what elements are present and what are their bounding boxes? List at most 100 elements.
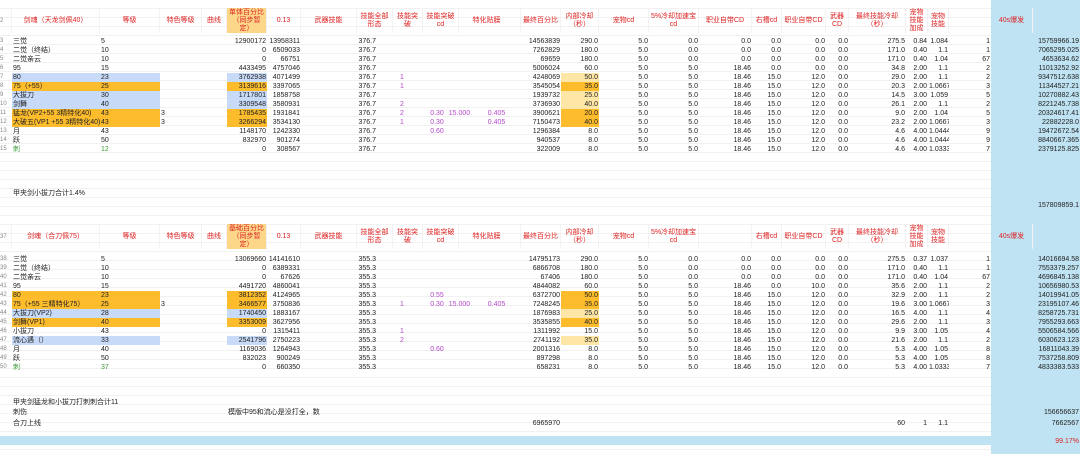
table-cell[interactable]: [160, 354, 202, 363]
table-cell[interactable]: 12.0: [811, 92, 825, 99]
table-cell[interactable]: [427, 37, 447, 46]
table-cell[interactable]: 5.0: [638, 319, 648, 326]
table-cell[interactable]: 355.3: [358, 319, 376, 326]
table-cell[interactable]: 3139616: [227, 82, 267, 91]
table-cell[interactable]: 2: [986, 283, 990, 290]
table-cell[interactable]: 0.0: [838, 83, 848, 90]
table-cell[interactable]: [427, 46, 447, 55]
table-cell[interactable]: 5.0: [638, 146, 648, 153]
table-cell[interactable]: 15.0: [767, 119, 781, 126]
header-cell[interactable]: 基础百分比（同步暂定）: [227, 224, 267, 249]
table-cell[interactable]: [160, 55, 202, 64]
table-cell[interactable]: 376.7: [358, 74, 376, 81]
table-cell[interactable]: 5.0: [688, 328, 698, 335]
table-cell[interactable]: 20.0: [561, 109, 599, 118]
table-cell[interactable]: [160, 73, 202, 82]
table-cell[interactable]: [202, 127, 227, 136]
table-cell[interactable]: 2: [986, 292, 990, 299]
table-cell[interactable]: 0.30: [430, 110, 444, 117]
table-cell[interactable]: 19472672.54: [1038, 128, 1079, 135]
total-cell[interactable]: 157809859.1: [1038, 202, 1079, 209]
table-cell[interactable]: 15.000: [448, 110, 471, 117]
table-cell[interactable]: 4653634.62: [1042, 56, 1079, 63]
table-cell[interactable]: 0.0: [838, 101, 848, 108]
table-cell[interactable]: 180.0: [580, 265, 598, 272]
table-cell[interactable]: 376.7: [358, 101, 376, 108]
table-cell[interactable]: 1.04: [934, 274, 948, 281]
table-cell[interactable]: [447, 363, 472, 372]
table-cell[interactable]: 43: [100, 118, 160, 127]
table-cell[interactable]: [447, 127, 472, 136]
table-cell[interactable]: [472, 37, 521, 46]
table-cell[interactable]: 14141610: [268, 256, 300, 263]
table-cell[interactable]: [377, 282, 427, 291]
table-cell[interactable]: [160, 336, 202, 345]
table-cell[interactable]: [447, 327, 472, 336]
header-cell[interactable]: 武器CD: [826, 8, 849, 33]
table-cell[interactable]: 0.0: [838, 283, 848, 290]
table-cell[interactable]: 26.1: [891, 101, 905, 108]
table-cell[interactable]: 5.0: [638, 274, 648, 281]
table-cell[interactable]: 0: [262, 364, 266, 371]
table-cell[interactable]: 18.46: [733, 301, 751, 308]
table-cell[interactable]: 5.0: [638, 110, 648, 117]
table-cell[interactable]: 355.3: [358, 256, 376, 263]
header-cell[interactable]: 40s爆发: [991, 224, 1033, 249]
table-cell[interactable]: 2.00: [913, 83, 927, 90]
table-cell[interactable]: 8.0: [588, 364, 598, 371]
header-cell[interactable]: 职业自带CD: [699, 8, 752, 33]
table-cell[interactable]: 355.3: [358, 364, 376, 371]
table-cell[interactable]: 0.30: [430, 119, 444, 126]
table-cell[interactable]: 15.0: [584, 328, 598, 335]
table-cell[interactable]: 1.1: [938, 65, 948, 72]
table-cell[interactable]: 15: [101, 65, 109, 72]
table-cell[interactable]: 15.0: [767, 346, 781, 353]
table-cell[interactable]: 1264943: [272, 346, 300, 353]
table-cell[interactable]: 0.40: [913, 47, 927, 54]
header-cell[interactable]: 技能全部形态: [357, 224, 393, 249]
table-cell[interactable]: 275.5: [887, 256, 905, 263]
table-cell[interactable]: 1.059: [930, 92, 948, 99]
table-cell[interactable]: 22882228.0: [1042, 119, 1079, 126]
header-cell[interactable]: [699, 224, 752, 249]
table-cell[interactable]: 12.0: [811, 328, 825, 335]
table-cell[interactable]: [160, 91, 202, 100]
table-cell[interactable]: 1169036: [239, 346, 266, 353]
table-cell[interactable]: 二觉（终结）: [13, 47, 55, 54]
table-cell[interactable]: [472, 82, 521, 91]
table-cell[interactable]: 0.0: [741, 265, 751, 272]
table-cell[interactable]: 897298: [536, 355, 560, 362]
table-cell[interactable]: [472, 64, 521, 73]
table-cell[interactable]: 3: [986, 83, 990, 90]
table-cell[interactable]: 18.46: [733, 346, 751, 353]
header-cell[interactable]: 宠物技能: [928, 8, 949, 33]
table-cell[interactable]: 5.0: [638, 56, 648, 63]
table-cell[interactable]: 1.0333: [929, 146, 949, 153]
table-cell[interactable]: 4.00: [913, 364, 927, 371]
table-cell[interactable]: [427, 73, 447, 82]
table-cell[interactable]: 1: [986, 265, 990, 272]
table-cell[interactable]: 8.0: [588, 346, 598, 353]
table-cell[interactable]: 1.0667: [929, 119, 949, 126]
table-cell[interactable]: 1: [986, 47, 990, 54]
table-cell[interactable]: 1: [400, 83, 404, 90]
table-cell[interactable]: 大破五(VP1 +55 3精特化40): [12, 118, 100, 127]
table-cell[interactable]: 25.0: [561, 309, 599, 318]
header-cell[interactable]: 技能突破: [393, 224, 423, 249]
table-cell[interactable]: [447, 318, 472, 327]
table-cell[interactable]: 18.46: [733, 101, 751, 108]
table-cell[interactable]: [472, 327, 521, 336]
table-cell[interactable]: 5: [986, 110, 990, 117]
table-cell[interactable]: 10.0: [811, 283, 825, 290]
table-cell[interactable]: 12.0: [811, 137, 825, 144]
table-cell[interactable]: [160, 64, 202, 73]
table-cell[interactable]: [202, 273, 227, 282]
table-cell[interactable]: 2741192: [533, 337, 560, 344]
table-cell[interactable]: 1.0667: [929, 301, 949, 308]
table-cell[interactable]: 2: [400, 337, 404, 344]
table-cell[interactable]: 8221245.738: [1038, 101, 1079, 108]
table-cell[interactable]: 5006024: [532, 65, 560, 72]
table-cell[interactable]: 1.1: [938, 265, 948, 272]
table-cell[interactable]: 1931841: [272, 110, 300, 117]
header-cell[interactable]: 武器技能: [301, 224, 357, 249]
